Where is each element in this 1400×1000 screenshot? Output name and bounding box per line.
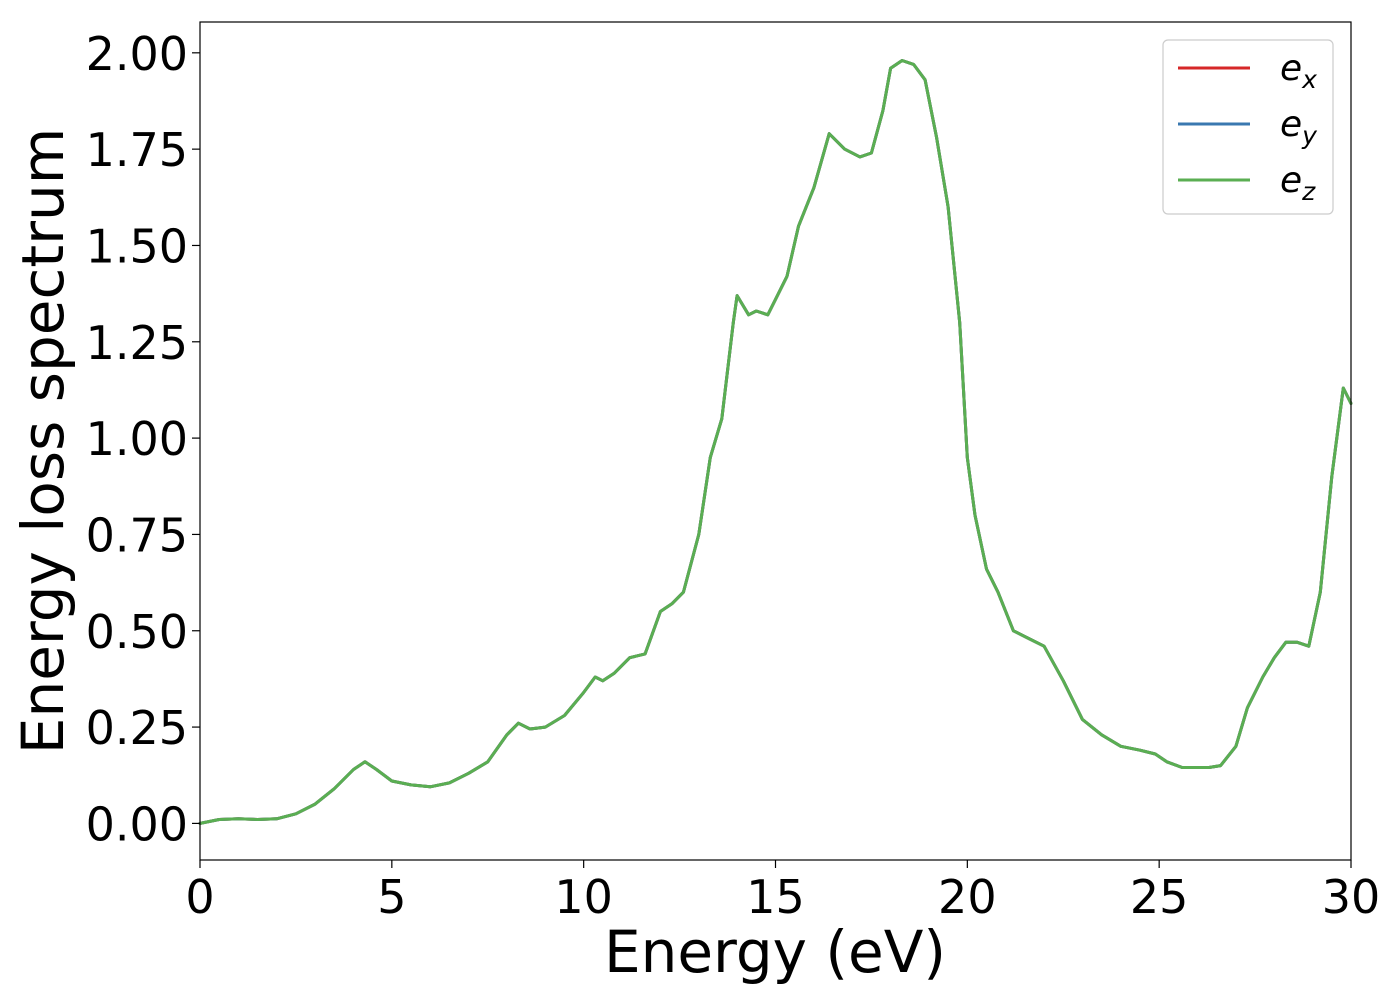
x-axis-label: Energy (eV) bbox=[604, 918, 946, 986]
y-tick-label: 0.50 bbox=[86, 605, 188, 659]
y-tick-label: 2.00 bbox=[86, 27, 188, 81]
y-axis-label: Energy loss spectrum bbox=[9, 128, 77, 754]
legend-label-e_z: ez bbox=[1280, 160, 1316, 206]
y-tick-label: 0.00 bbox=[86, 797, 188, 851]
plot-background bbox=[200, 22, 1351, 860]
legend-label-e_y: ey bbox=[1280, 104, 1318, 150]
legend-label-subscript: z bbox=[1301, 177, 1316, 206]
x-tick-label: 5 bbox=[377, 870, 406, 924]
legend-label-e_x: ex bbox=[1280, 48, 1317, 94]
legend-label-base: e bbox=[1280, 104, 1302, 145]
y-tick-label: 0.25 bbox=[86, 701, 188, 755]
y-tick-label: 1.50 bbox=[86, 219, 188, 273]
legend-label-subscript: x bbox=[1301, 65, 1317, 94]
y-tick-label: 1.25 bbox=[86, 316, 188, 370]
legend-box bbox=[1162, 39, 1334, 215]
y-tick-label: 1.00 bbox=[86, 412, 188, 466]
legend-label-base: e bbox=[1280, 48, 1302, 89]
y-axis-ticks: 0.00 0.25 0.50 0.75 1.00 1.25 1.50 1.75 2.00 bbox=[86, 27, 200, 851]
x-tick-label: 30 bbox=[1322, 870, 1381, 924]
legend-label-base: e bbox=[1280, 160, 1302, 201]
x-tick-label: 20 bbox=[938, 870, 997, 924]
x-tick-label: 0 bbox=[185, 870, 214, 924]
x-axis-ticks: 0 5 10 15 20 25 30 bbox=[185, 860, 1380, 924]
series-line-e_z bbox=[198, 59, 1353, 825]
x-tick-label: 10 bbox=[554, 870, 613, 924]
y-tick-label: 0.75 bbox=[86, 508, 188, 562]
legend-label-subscript: y bbox=[1301, 121, 1318, 150]
x-tick-label: 25 bbox=[1130, 870, 1189, 924]
series-layer bbox=[198, 59, 1353, 825]
y-tick-label: 1.75 bbox=[86, 123, 188, 177]
x-tick-label: 15 bbox=[746, 870, 805, 924]
